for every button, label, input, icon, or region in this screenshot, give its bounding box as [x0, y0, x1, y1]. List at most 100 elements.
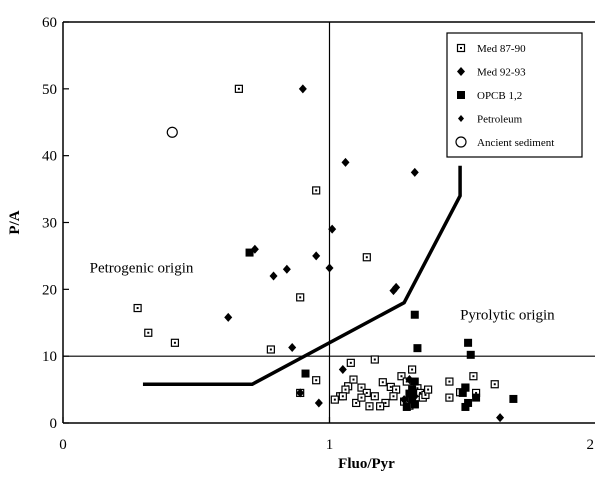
data-point — [298, 84, 307, 94]
data-point — [330, 395, 339, 404]
y-tick-label: 40 — [42, 149, 57, 165]
data-point — [389, 392, 398, 401]
legend-marker — [458, 115, 464, 122]
data-point — [312, 376, 321, 385]
data-point — [266, 345, 275, 354]
x-tick-label: 1 — [326, 437, 334, 453]
data-point — [405, 389, 414, 398]
data-point — [410, 377, 419, 386]
data-point — [397, 372, 406, 381]
data-point — [392, 282, 401, 292]
data-point — [370, 355, 379, 364]
data-point — [357, 383, 366, 392]
x-tick-label: 0 — [59, 437, 67, 453]
legend-marker — [456, 43, 466, 53]
data-point — [224, 312, 233, 322]
legend-label: Med 92-93 — [477, 67, 526, 79]
data-point — [490, 380, 499, 389]
data-point — [458, 388, 467, 397]
region-annotations: Petrogenic origin Pyrolytic origin — [90, 261, 556, 324]
data-point — [402, 402, 411, 411]
data-point — [408, 385, 417, 394]
data-point — [312, 251, 321, 261]
data-point — [461, 402, 470, 411]
data-point — [314, 398, 323, 408]
y-axis-label: P/A — [7, 210, 23, 234]
legend-box — [446, 32, 583, 158]
data-point — [496, 413, 505, 423]
data-point — [346, 358, 355, 367]
data-point — [362, 388, 371, 398]
data-point — [341, 385, 350, 394]
data-points — [133, 84, 518, 423]
data-point — [166, 126, 178, 138]
data-point — [466, 350, 475, 359]
data-point — [144, 328, 153, 337]
data-point — [370, 392, 379, 401]
origin-boundary-line — [142, 165, 462, 386]
y-tick-label: 0 — [50, 416, 58, 432]
legend-marker — [457, 91, 465, 99]
legend-label: Petroleum — [477, 114, 523, 126]
y-tick-label: 50 — [42, 82, 57, 98]
data-point — [269, 271, 278, 281]
data-point — [296, 293, 305, 302]
data-point — [312, 186, 321, 195]
data-point — [408, 395, 417, 404]
data-point — [170, 338, 180, 347]
data-point — [408, 365, 417, 374]
data-point — [410, 167, 419, 177]
legend-marker — [455, 136, 467, 148]
data-point — [410, 310, 419, 319]
legend-marker — [457, 67, 465, 76]
data-point — [472, 393, 481, 402]
legend: Med 87-90 Med 92-93 OPCB 1,2 Petroleum Ancie… — [446, 32, 583, 158]
data-point — [282, 264, 291, 274]
x-axis-ticks: 0 1 2 — [59, 417, 595, 453]
data-point — [352, 398, 361, 408]
region-label: Petrogenic origin — [90, 261, 194, 277]
data-point — [296, 388, 305, 398]
data-point — [357, 393, 366, 402]
boundary-polyline — [142, 165, 462, 386]
data-point — [410, 400, 419, 409]
reference-lines — [63, 22, 595, 423]
data-point — [461, 383, 470, 392]
y-tick-label: 30 — [42, 216, 57, 232]
region-label: Pyrolytic origin — [460, 307, 555, 323]
legend-label: Med 87-90 — [477, 43, 526, 55]
data-point — [509, 394, 518, 403]
data-point — [445, 393, 454, 402]
x-tick-label: 2 — [587, 437, 595, 453]
data-point — [245, 248, 254, 257]
data-point — [338, 365, 347, 375]
data-point — [413, 344, 422, 353]
y-axis-ticks: 0 10 20 30 40 50 60 — [42, 15, 69, 432]
legend-label: OPCB 1,2 — [477, 90, 522, 102]
data-point — [469, 372, 478, 381]
data-point — [362, 253, 371, 262]
x-axis-label: Fluo/Pyr — [338, 456, 395, 472]
data-point — [133, 303, 142, 313]
data-point — [464, 398, 473, 407]
data-point — [288, 342, 297, 352]
data-point — [464, 338, 473, 347]
data-point — [392, 385, 401, 394]
data-point — [365, 402, 374, 411]
data-point — [341, 157, 350, 167]
data-point — [328, 224, 337, 234]
data-point — [338, 392, 347, 401]
data-point — [378, 378, 387, 387]
data-point — [424, 385, 433, 394]
data-point — [301, 369, 310, 378]
data-point — [445, 377, 454, 386]
data-point — [376, 402, 385, 411]
y-tick-label: 10 — [42, 349, 57, 365]
y-tick-label: 20 — [42, 282, 57, 298]
data-point — [349, 375, 358, 384]
legend-label: Ancient sediment — [477, 137, 554, 149]
data-point — [325, 263, 334, 273]
y-tick-label: 60 — [42, 15, 57, 31]
data-point — [234, 84, 243, 93]
